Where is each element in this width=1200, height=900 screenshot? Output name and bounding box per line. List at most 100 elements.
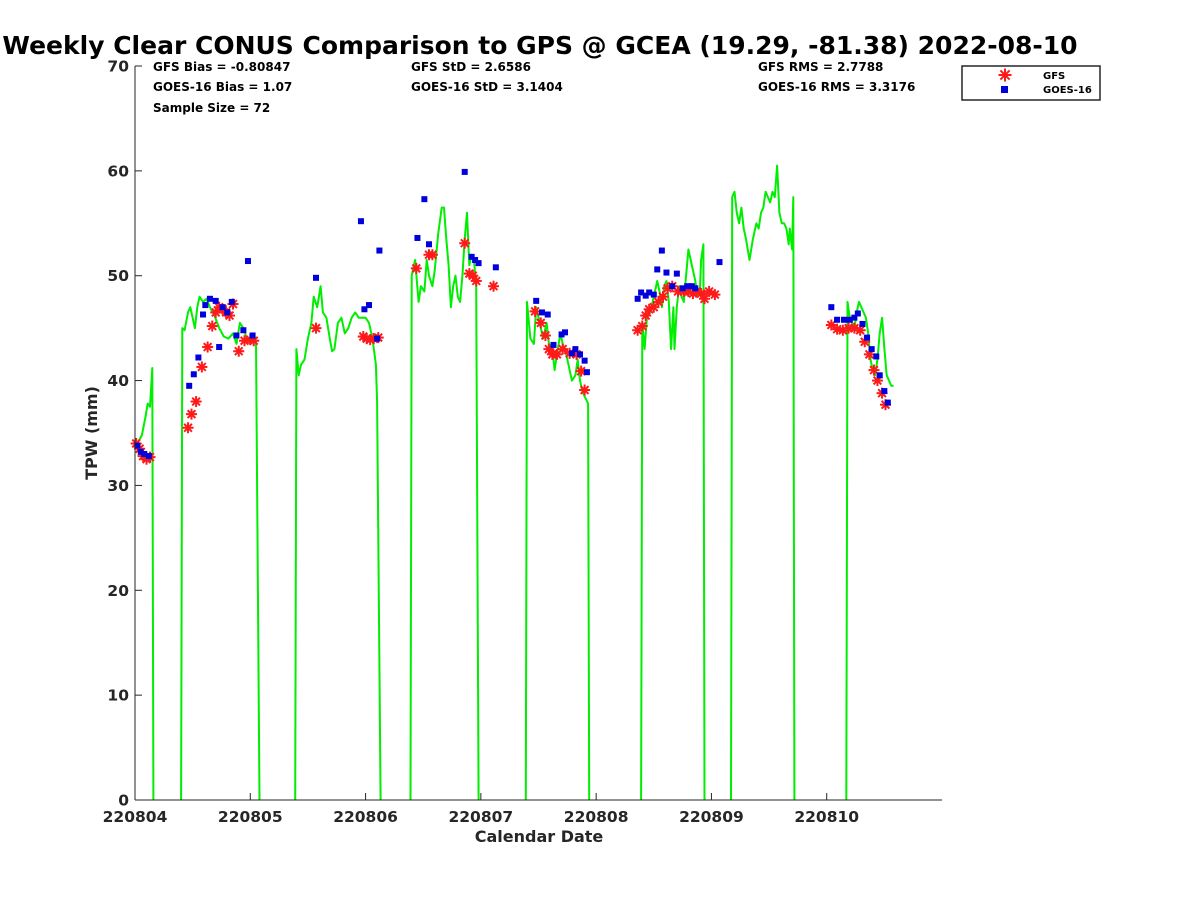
gps-line-segment bbox=[294, 285, 382, 801]
gfs-point bbox=[488, 280, 500, 292]
gfs-point bbox=[202, 341, 214, 353]
gps-line-segment bbox=[134, 367, 155, 801]
goes-point bbox=[684, 283, 691, 290]
y-axis-ticks: 0 10 20 30 40 50 60 70 bbox=[107, 58, 142, 810]
x-tick-label: 220806 bbox=[333, 808, 398, 826]
gfs-point bbox=[310, 322, 322, 334]
goes-point bbox=[472, 256, 479, 263]
goes-point bbox=[868, 346, 875, 353]
goes-point bbox=[828, 304, 835, 311]
goes-point bbox=[688, 283, 695, 290]
gps-line-segment bbox=[409, 206, 480, 801]
y-tick-label: 20 bbox=[107, 582, 129, 600]
goes-point bbox=[851, 314, 858, 321]
goes-point bbox=[376, 247, 383, 254]
gps-line-segment bbox=[640, 243, 706, 801]
sample-size-text: Sample Size = 72 bbox=[153, 101, 270, 115]
goes-point bbox=[572, 346, 579, 353]
goes-rms-text: GOES-16 RMS = 3.3176 bbox=[758, 80, 915, 94]
gfs-point bbox=[529, 305, 541, 317]
goes-point bbox=[141, 450, 148, 457]
y-tick-label: 50 bbox=[107, 267, 129, 285]
goes-point bbox=[361, 306, 368, 313]
gfs-point bbox=[551, 348, 563, 360]
gps-line-segment bbox=[730, 164, 796, 801]
y-tick-label: 0 bbox=[118, 792, 129, 810]
x-tick-label: 220808 bbox=[564, 808, 629, 826]
goes-point bbox=[673, 270, 680, 277]
gfs-point bbox=[206, 320, 218, 332]
goes-point bbox=[577, 351, 584, 358]
goes-point bbox=[134, 442, 141, 449]
goes-point bbox=[249, 332, 256, 339]
goes-point bbox=[658, 247, 665, 254]
goes-point bbox=[544, 311, 551, 318]
gps-line-segment bbox=[524, 300, 591, 801]
goes-point bbox=[425, 241, 432, 248]
goes-point bbox=[137, 448, 144, 455]
goes-point bbox=[876, 372, 883, 379]
goes-point bbox=[562, 329, 569, 336]
gfs-point bbox=[470, 275, 482, 287]
gfs-point bbox=[459, 237, 471, 249]
legend: GFS GOES-16 bbox=[961, 65, 1101, 101]
goes-point bbox=[244, 258, 251, 265]
goes-point bbox=[692, 285, 699, 292]
goes-point bbox=[312, 274, 319, 281]
goes-point bbox=[669, 283, 676, 290]
gfs-point bbox=[868, 364, 880, 376]
y-axis-label: TPW (mm) bbox=[82, 386, 101, 480]
goes-point bbox=[550, 341, 557, 348]
goes-series bbox=[134, 168, 891, 460]
legend-goes-label: GOES-16 bbox=[1043, 85, 1092, 96]
gfs-point bbox=[535, 317, 547, 329]
goes-point bbox=[195, 354, 202, 361]
goes-point bbox=[228, 298, 235, 305]
goes-point bbox=[638, 289, 645, 296]
gfs-point bbox=[539, 329, 551, 341]
goes-point bbox=[716, 259, 723, 266]
goes-point bbox=[646, 289, 653, 296]
y-tick-label: 10 bbox=[107, 687, 129, 705]
goes-point bbox=[190, 371, 197, 378]
y-tick-label: 60 bbox=[107, 162, 129, 180]
legend-gfs-label: GFS bbox=[1043, 71, 1065, 82]
x-tick-label: 220809 bbox=[679, 808, 744, 826]
goes-point bbox=[568, 350, 575, 357]
legend-gfs-marker bbox=[998, 68, 1012, 82]
gfs-point bbox=[863, 348, 875, 360]
x-tick-label: 220807 bbox=[448, 808, 513, 826]
goes-point bbox=[679, 285, 686, 292]
goes-point bbox=[206, 295, 213, 302]
goes-point bbox=[219, 304, 226, 311]
gfs-series bbox=[130, 237, 892, 465]
gfs-point bbox=[636, 320, 648, 332]
x-tick-label: 220810 bbox=[794, 808, 859, 826]
goes-point bbox=[357, 218, 364, 225]
gfs-bias-text: GFS Bias = -0.80847 bbox=[153, 60, 290, 74]
goes-point bbox=[374, 335, 381, 342]
goes-point bbox=[854, 310, 861, 317]
goes-point bbox=[859, 320, 866, 327]
legend-gfs-asterisk bbox=[998, 68, 1012, 82]
goes-point bbox=[475, 260, 482, 267]
chart-title: Weekly Clear CONUS Comparison to GPS @ G… bbox=[2, 31, 1077, 60]
y-tick-label: 70 bbox=[107, 58, 129, 76]
goes-point bbox=[538, 309, 545, 316]
goes-point bbox=[240, 327, 247, 334]
goes-point bbox=[533, 297, 540, 304]
goes-point bbox=[421, 196, 428, 203]
x-tick-label: 220805 bbox=[218, 808, 283, 826]
goes-point bbox=[461, 168, 468, 175]
goes-point bbox=[233, 332, 240, 339]
goes-point bbox=[881, 388, 888, 395]
x-axis-ticks: 220804 220805 220806 220807 220808 220809 2208… bbox=[103, 793, 859, 826]
plot-area bbox=[130, 164, 894, 801]
gfs-point bbox=[182, 422, 194, 434]
goes-point bbox=[663, 269, 670, 276]
gfs-rms-text: GFS RMS = 2.7788 bbox=[758, 60, 883, 74]
gfs-point bbox=[233, 345, 245, 357]
y-tick-label: 40 bbox=[107, 372, 129, 390]
gfs-point bbox=[579, 384, 591, 396]
goes-bias-text: GOES-16 Bias = 1.07 bbox=[153, 80, 292, 94]
